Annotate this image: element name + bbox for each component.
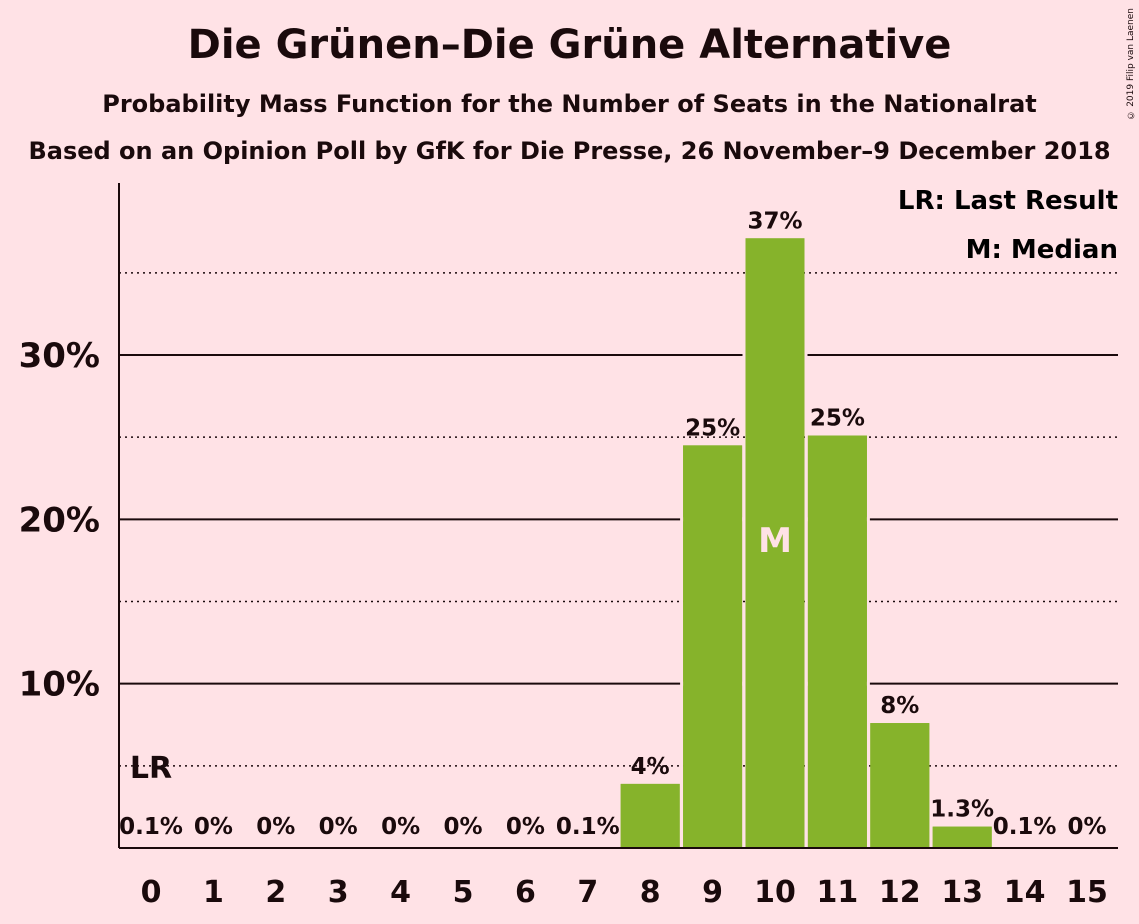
last-result-marker: LR (130, 751, 172, 786)
bar-fill-seat-12 (870, 723, 930, 848)
x-tick-label: 13 (941, 875, 983, 910)
data-label: 4% (631, 754, 670, 780)
bars (620, 238, 992, 848)
y-tick-label: 10% (19, 665, 100, 705)
chart-title: Die Grünen–Die Grüne Alternative (187, 22, 952, 68)
data-label: 0% (506, 814, 545, 840)
x-tick-label: 11 (817, 875, 859, 910)
data-label: 0.1% (556, 814, 620, 840)
data-label: 25% (685, 415, 740, 441)
data-label: 0.1% (119, 814, 183, 840)
data-label: 0% (319, 814, 358, 840)
bar-fill-seat-9 (683, 445, 743, 848)
bar-fill-seat-13 (932, 826, 992, 848)
data-label: 37% (747, 208, 802, 234)
x-tick-label: 8 (640, 875, 661, 910)
data-label: 0% (1067, 814, 1106, 840)
x-tick-label: 10 (754, 875, 796, 910)
data-label: 0% (381, 814, 420, 840)
x-tick-label: 2 (265, 875, 286, 910)
y-tick-label: 30% (19, 336, 100, 376)
data-label: 25% (810, 406, 865, 432)
x-tick-label: 12 (879, 875, 921, 910)
bar-fill-seat-10 (745, 238, 805, 848)
x-tick-label: 6 (515, 875, 536, 910)
y-tick-label: 20% (19, 500, 100, 540)
bar-labels: 0.1% 0% 0% 0% 0% 0% 0% 0.1%4%25%37%25%8%1.3%0.1… (119, 208, 1106, 840)
chart-subtitle: Probability Mass Function for the Number… (102, 90, 1037, 118)
data-label: 1.3% (930, 797, 994, 823)
x-tick-label: 15 (1066, 875, 1108, 910)
legend-median: M: Median (966, 235, 1118, 265)
bar-fill-seat-11 (807, 435, 867, 848)
legend-last-result: LR: Last Result (898, 186, 1118, 216)
x-tick-label: 1 (203, 875, 224, 910)
x-tick-label: 4 (390, 875, 411, 910)
data-label: 0% (443, 814, 482, 840)
data-label: 0% (194, 814, 233, 840)
x-tick-label: 0 (141, 875, 162, 910)
data-label: 8% (880, 693, 919, 719)
x-tick-label: 7 (577, 875, 598, 910)
x-tick-label: 3 (328, 875, 349, 910)
x-tick-label: 9 (702, 875, 723, 910)
gridlines (119, 272, 1118, 767)
bar-fill-seat-8 (620, 783, 680, 848)
chart-source-line: Based on an Opinion Poll by GfK for Die … (28, 137, 1111, 165)
x-tick-label: 5 (453, 875, 474, 910)
y-tick-labels: 10% 20% 30% (19, 336, 100, 705)
median-marker: M (758, 521, 792, 561)
x-tick-label: 14 (1004, 875, 1046, 910)
data-label: 0.1% (993, 814, 1057, 840)
x-tick-labels: 0 1 2 3 4 5 6 7 8 9 10 11 12 13 14 15 (141, 875, 1108, 910)
data-label: 0% (256, 814, 295, 840)
